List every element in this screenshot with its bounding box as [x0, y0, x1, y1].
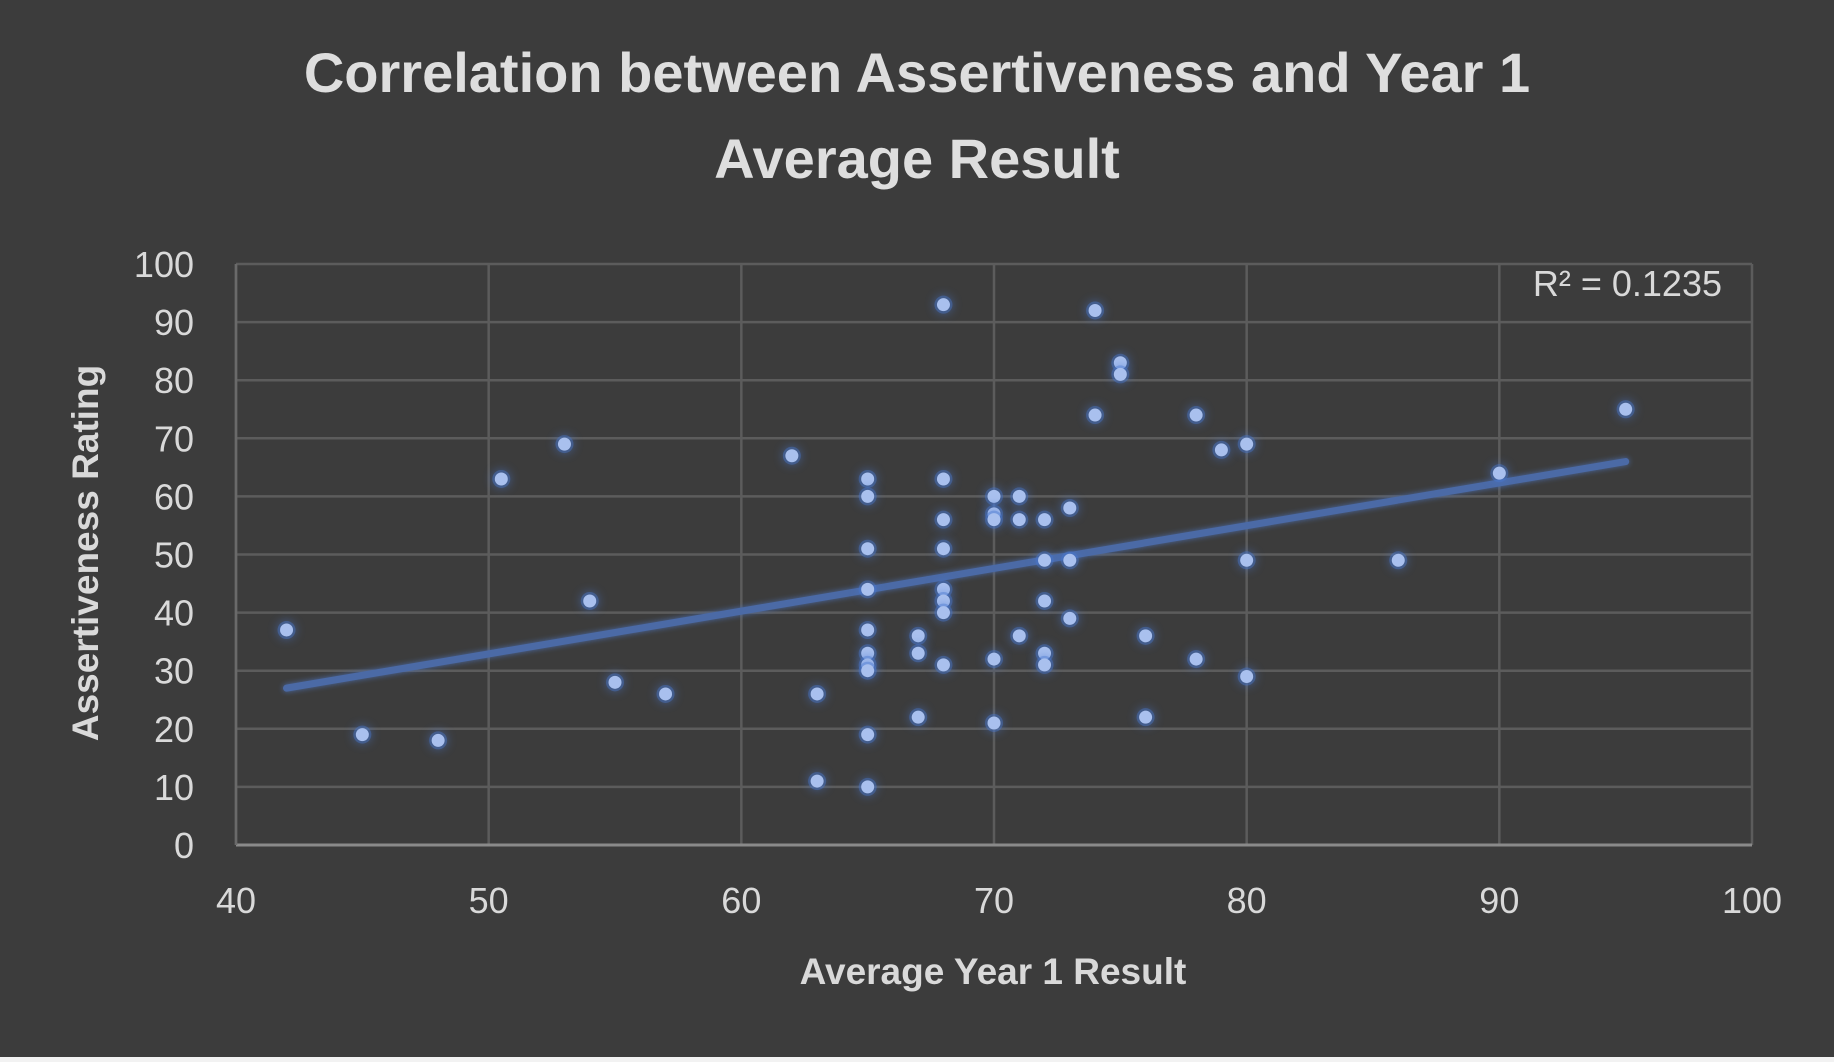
y-tick-label: 0: [174, 825, 194, 866]
data-point: [1088, 303, 1102, 317]
data-point: [1391, 553, 1405, 567]
data-point: [1139, 629, 1153, 643]
y-axis-title: Assertiveness Rating: [65, 365, 106, 741]
trendline: [283, 458, 1630, 692]
y-tick-label: 40: [154, 593, 194, 634]
data-point: [1012, 513, 1026, 527]
data-point: [1240, 670, 1254, 684]
x-tick-label: 40: [216, 880, 256, 921]
data-point: [861, 780, 875, 794]
data-point: [911, 646, 925, 660]
r-squared-label: R² = 0.1235: [1533, 263, 1722, 304]
data-point: [987, 652, 1001, 666]
data-point: [1189, 652, 1203, 666]
x-tick-label: 70: [974, 880, 1014, 921]
data-point: [861, 664, 875, 678]
data-point: [987, 716, 1001, 730]
data-point: [583, 594, 597, 608]
data-point: [1240, 437, 1254, 451]
data-point: [1113, 367, 1127, 381]
data-point: [1139, 710, 1153, 724]
chart-title-line-2: Average Result: [714, 127, 1120, 190]
x-tick-label: 50: [469, 880, 509, 921]
data-point: [431, 733, 445, 747]
y-tick-label: 50: [154, 535, 194, 576]
data-point: [987, 513, 1001, 527]
data-point: [936, 513, 950, 527]
data-point: [1012, 489, 1026, 503]
data-point: [861, 542, 875, 556]
y-tick-label: 90: [154, 302, 194, 343]
x-tick-label: 100: [1722, 880, 1782, 921]
data-point: [1038, 553, 1052, 567]
y-tick-label: 20: [154, 709, 194, 750]
data-point: [557, 437, 571, 451]
data-point: [1038, 513, 1052, 527]
window-bottom-edge: [0, 1057, 1834, 1062]
data-point: [280, 623, 294, 637]
data-point: [1063, 501, 1077, 515]
trendline-layer: [283, 458, 1630, 692]
data-point: [861, 582, 875, 596]
y-tick-label: 60: [154, 476, 194, 517]
data-point: [785, 449, 799, 463]
data-point: [1240, 553, 1254, 567]
data-point: [1038, 594, 1052, 608]
gridlines: [234, 262, 1754, 845]
data-point: [1038, 658, 1052, 672]
y-tick-label: 10: [154, 767, 194, 808]
data-point: [861, 472, 875, 486]
data-point: [1492, 466, 1506, 480]
axes: 0 10 20 30 40 50 60 70 80 90 100 40 50 60 70 80 90 100: [134, 244, 1782, 921]
data-point: [861, 623, 875, 637]
data-point: [810, 774, 824, 788]
data-point: [1619, 402, 1633, 416]
data-point: [1063, 611, 1077, 625]
data-point: [1214, 443, 1228, 457]
y-tick-label: 70: [154, 418, 194, 459]
data-point: [861, 489, 875, 503]
data-point: [1012, 629, 1026, 643]
data-point: [1063, 553, 1077, 567]
data-point: [355, 728, 369, 742]
chart-title: Correlation between Assertiveness and Ye…: [160, 30, 1674, 202]
chart-title-line-1: Correlation between Assertiveness and Ye…: [303, 41, 1531, 104]
data-points: [277, 295, 1635, 796]
data-point: [659, 687, 673, 701]
data-point: [936, 658, 950, 672]
data-point: [911, 629, 925, 643]
x-tick-label: 90: [1479, 880, 1519, 921]
y-tick-label: 100: [134, 244, 194, 285]
x-axis-title: Average Year 1 Result: [800, 951, 1187, 992]
data-point: [1088, 408, 1102, 422]
y-tick-label: 30: [154, 651, 194, 692]
data-point: [987, 489, 1001, 503]
y-tick-label: 80: [154, 360, 194, 401]
data-point: [936, 298, 950, 312]
data-point: [911, 710, 925, 724]
data-point: [936, 606, 950, 620]
data-point: [936, 542, 950, 556]
x-tick-label: 80: [1227, 880, 1267, 921]
x-tick-label: 60: [721, 880, 761, 921]
data-point: [608, 675, 622, 689]
data-point: [494, 472, 508, 486]
data-point: [1189, 408, 1203, 422]
data-point: [936, 472, 950, 486]
data-point: [810, 687, 824, 701]
data-point: [861, 728, 875, 742]
